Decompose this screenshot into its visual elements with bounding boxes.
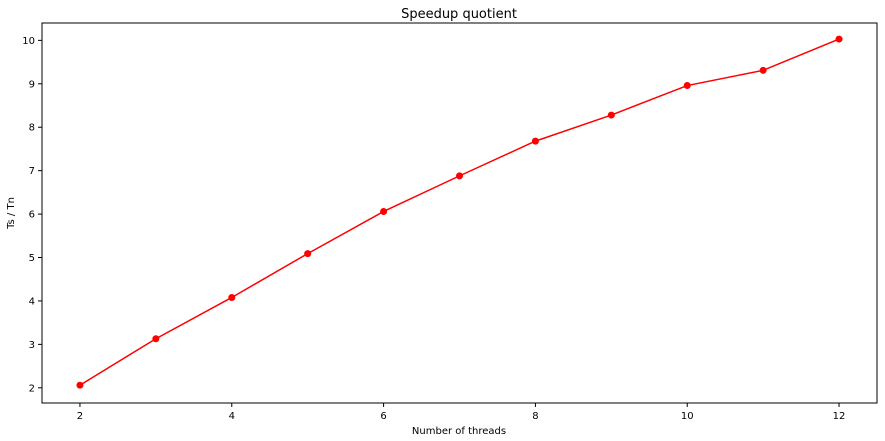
data-point	[228, 293, 236, 301]
y-tick-label: 4	[29, 296, 35, 307]
data-point	[380, 207, 388, 215]
y-axis-label: Ts / Tn	[6, 197, 17, 230]
data-point	[304, 250, 312, 258]
y-tick-label: 5	[29, 253, 35, 264]
data-point	[683, 82, 691, 90]
y-axis: 2 3 4 5 6 7 8 9 10	[22, 36, 42, 394]
y-tick-label: 3	[29, 340, 35, 351]
plot-area	[41, 22, 878, 404]
data-point	[759, 66, 767, 74]
data-point	[152, 335, 160, 343]
y-tick-label: 8	[29, 123, 35, 134]
data-point	[531, 137, 539, 145]
data-point	[835, 35, 843, 43]
y-tick-label: 10	[22, 36, 35, 47]
x-axis: 2 4 6 8 10 12	[77, 403, 846, 422]
x-axis-label: Number of threads	[412, 426, 506, 437]
data-point	[456, 172, 463, 180]
y-tick-label: 7	[29, 166, 35, 177]
y-tick-label: 9	[29, 79, 35, 90]
chart-title: Speedup quotient	[401, 7, 517, 22]
y-tick-label: 6	[29, 210, 35, 221]
series-layer	[76, 35, 843, 389]
x-tick-label: 8	[532, 411, 538, 422]
x-tick-label: 4	[229, 411, 235, 422]
x-tick-label: 10	[681, 411, 694, 422]
plot-frame	[41, 22, 878, 404]
x-tick-label: 12	[833, 411, 846, 422]
x-tick-label: 6	[380, 411, 386, 422]
x-tick-label: 2	[77, 411, 83, 422]
data-point	[607, 111, 615, 119]
data-point	[76, 381, 84, 389]
y-tick-label: 2	[29, 383, 35, 394]
